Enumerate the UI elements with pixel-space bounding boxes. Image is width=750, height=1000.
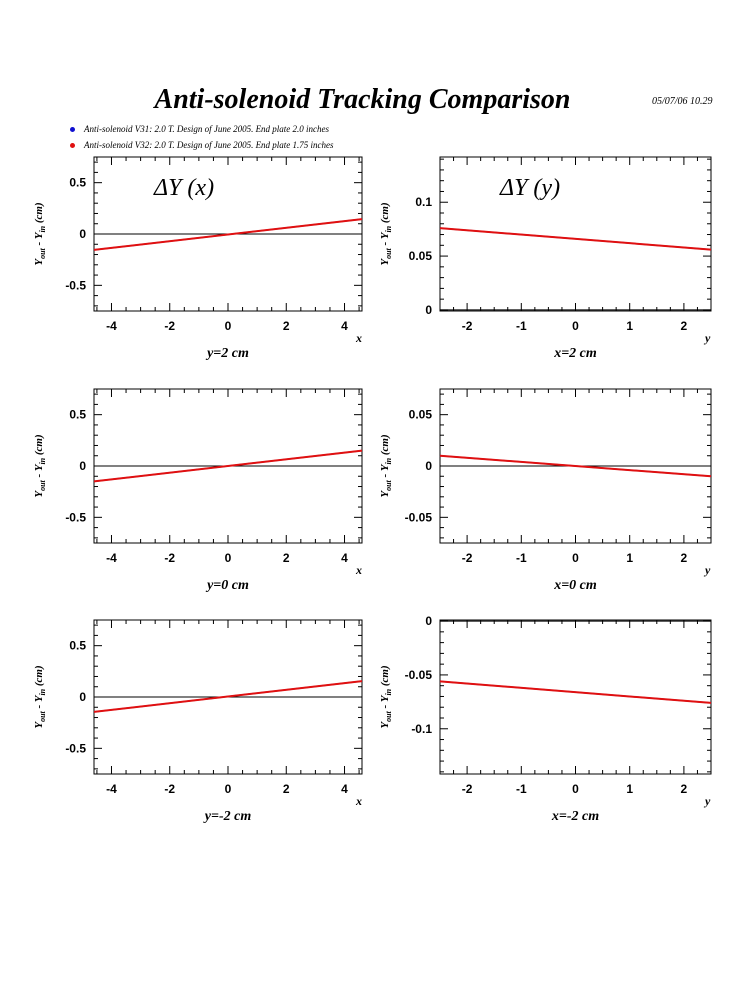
- x-tick-label: -2: [462, 782, 473, 796]
- x-tick-label: 2: [681, 319, 688, 333]
- panel-caption: y=2 cm: [205, 346, 249, 361]
- legend-entry-v32: Anti-solenoid V32: 2.0 T. Design of June…: [70, 140, 334, 150]
- panel-title: ΔY (x): [153, 175, 214, 201]
- y-tick-label: 0.1: [415, 195, 432, 209]
- legend-marker-v32: [70, 143, 75, 149]
- y-tick-label: -0.05: [405, 668, 433, 682]
- x-axis-label: x: [355, 794, 362, 808]
- y-tick-label: 0.5: [69, 176, 86, 190]
- y-tick-label: -0.5: [65, 510, 86, 524]
- x-tick-label: 2: [681, 782, 688, 796]
- x-tick-label: -2: [462, 319, 473, 333]
- panel-caption: y=0 cm: [205, 578, 249, 593]
- x-tick-label: 1: [626, 319, 633, 333]
- x-tick-label: 1: [626, 782, 633, 796]
- chart-panel-4: -2 -1 0 1 2 -0.05 0 0.05 y x=0 cm Yout - Yin (cm): [379, 388, 712, 593]
- y-tick-label: -0.5: [65, 741, 86, 755]
- timestamp: 05/07/06 10.29: [652, 96, 713, 107]
- x-tick-label: 0: [225, 782, 232, 796]
- x-tick-label: -2: [164, 551, 175, 565]
- series-line-v32: [439, 454, 712, 478]
- series-line-v32: [93, 449, 363, 483]
- series-line-v32: [93, 680, 363, 713]
- y-tick-label: 0.05: [409, 408, 433, 422]
- y-axis-label: Yout - Yin (cm): [379, 202, 393, 265]
- y-tick-label: 0: [79, 459, 86, 473]
- series-line-v32: [93, 218, 363, 251]
- x-tick-label: 2: [283, 782, 290, 796]
- y-tick-label: 0.05: [409, 249, 433, 263]
- y-tick-label: 0: [425, 614, 432, 628]
- chart-panel-2: -2 -1 0 1 2 0 0.05 0.1 y x=2 cm ΔY (y) Yout - Yin (…: [379, 156, 712, 361]
- y-tick-label: 0: [79, 227, 86, 241]
- plot-frame: [439, 619, 712, 775]
- y-tick-label: 0.5: [69, 408, 86, 422]
- chart-panel-1: -4 -2 0 2 4 -0.5 0 0.5 x y=2 cm ΔY (x) Yout - Yin (…: [33, 156, 363, 361]
- legend-entry-v31: Anti-solenoid V31: 2.0 T. Design of June…: [70, 124, 329, 134]
- chart-panel-3: -4 -2 0 2 4 -0.5 0 0.5 x y=0 cm Yout - Yin (cm): [33, 388, 363, 593]
- x-axis-label: x: [355, 563, 362, 577]
- x-tick-label: 2: [681, 551, 688, 565]
- y-tick-label: 0: [425, 459, 432, 473]
- panel-caption: x=0 cm: [553, 578, 597, 593]
- y-tick-label: 0.5: [69, 639, 86, 653]
- x-tick-label: 2: [283, 319, 290, 333]
- legend-label-v31: Anti-solenoid V31: 2.0 T. Design of June…: [84, 124, 330, 134]
- plot-frame: [439, 156, 712, 312]
- y-tick-label: -0.05: [405, 510, 433, 524]
- x-tick-label: -2: [164, 782, 175, 796]
- x-tick-label: -1: [516, 319, 527, 333]
- legend-label-v32: Anti-solenoid V32: 2.0 T. Design of June…: [84, 140, 334, 150]
- x-tick-label: 0: [572, 551, 579, 565]
- panel-caption: x=-2 cm: [551, 809, 599, 824]
- y-tick-label: 0: [425, 303, 432, 317]
- x-axis-label: y: [703, 331, 711, 345]
- panel-caption: x=2 cm: [553, 346, 597, 361]
- y-tick-label: 0: [79, 690, 86, 704]
- x-tick-label: 0: [225, 551, 232, 565]
- x-tick-label: -1: [516, 551, 527, 565]
- x-axis-label: x: [355, 331, 362, 345]
- x-tick-label: -4: [106, 782, 117, 796]
- x-tick-label: -4: [106, 551, 117, 565]
- y-tick-label: -0.5: [65, 278, 86, 292]
- panel-caption: y=-2 cm: [203, 809, 252, 824]
- x-tick-label: 4: [341, 551, 348, 565]
- y-axis-label: Yout - Yin (cm): [33, 665, 47, 728]
- series-line-v32: [439, 680, 712, 704]
- x-tick-label: 0: [225, 319, 232, 333]
- x-tick-label: 0: [572, 319, 579, 333]
- chart-panel-5: -4 -2 0 2 4 -0.5 0 0.5 x y=-2 cm Yout - Yin (cm): [33, 619, 363, 824]
- x-tick-label: -2: [164, 319, 175, 333]
- x-tick-label: 4: [341, 319, 348, 333]
- panel-title: ΔY (y): [499, 175, 560, 201]
- chart-panel-6: -2 -1 0 1 2 -0.1 -0.05 0 y x=-2 cm Yout - Yin (cm): [379, 614, 712, 824]
- legend-marker-v31: [70, 127, 75, 133]
- y-tick-label: -0.1: [411, 722, 432, 736]
- x-axis-label: y: [703, 563, 711, 577]
- x-tick-label: 1: [626, 551, 633, 565]
- x-tick-label: -1: [516, 782, 527, 796]
- y-axis-label: Yout - Yin (cm): [379, 434, 393, 497]
- x-tick-label: -4: [106, 319, 117, 333]
- y-axis-label: Yout - Yin (cm): [33, 202, 47, 265]
- x-tick-label: 2: [283, 551, 290, 565]
- x-axis-label: y: [703, 794, 711, 808]
- x-tick-label: 4: [341, 782, 348, 796]
- page-title: Anti-solenoid Tracking Comparison: [154, 84, 571, 115]
- y-axis-label: Yout - Yin (cm): [379, 665, 393, 728]
- y-axis-label: Yout - Yin (cm): [33, 434, 47, 497]
- x-tick-label: 0: [572, 782, 579, 796]
- series-line-v32: [439, 227, 712, 251]
- x-tick-label: -2: [462, 551, 473, 565]
